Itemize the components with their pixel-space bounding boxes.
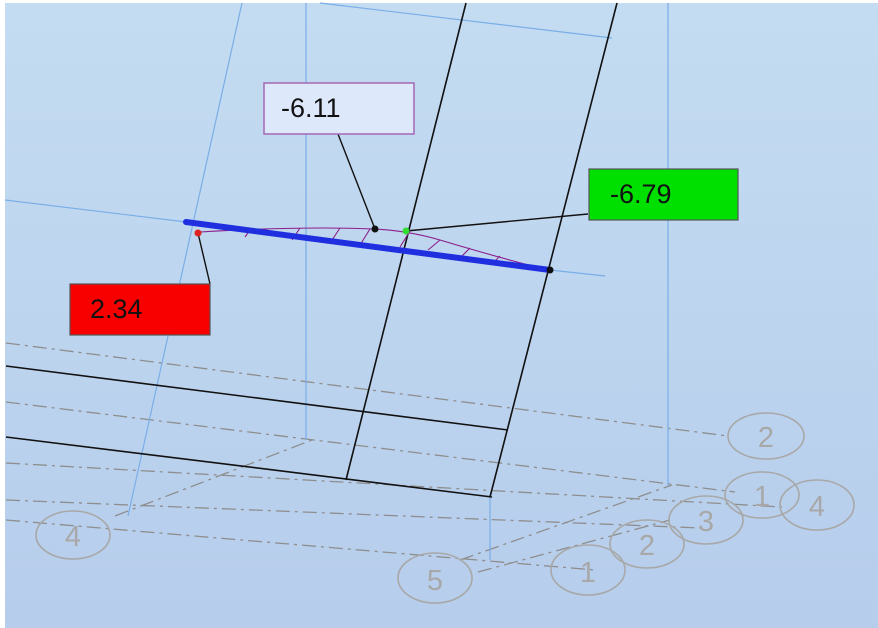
max-value-text: -6.79 [610, 179, 672, 209]
frame-members-black [5, 2, 618, 498]
hatch-line [461, 247, 471, 257]
grid-bubble-text: 1 [580, 557, 596, 589]
leader-max [405, 213, 589, 232]
hatch-line [427, 239, 441, 251]
min-value-point[interactable] [194, 229, 202, 237]
grid-axis-bubbles: 2 1 4 3 2 1 5 4 [35, 412, 855, 604]
grid-bubble-text: 2 [639, 530, 655, 562]
max-value-label[interactable]: -6.79 [588, 168, 739, 221]
max-value-point[interactable] [402, 227, 410, 235]
moment-curve [199, 227, 549, 271]
beam-end-node[interactable] [546, 266, 554, 274]
grid-bubble-text: 4 [65, 521, 81, 553]
grid-line-axis-2 [5, 342, 729, 437]
blue-floor-edge-right [549, 269, 606, 277]
leader-min [197, 232, 211, 285]
label-leaders [197, 133, 589, 285]
leader-mid [337, 133, 376, 230]
black-beam-upper [5, 365, 509, 431]
grid-bubble-text: 3 [698, 506, 714, 538]
frame-lines-blue [4, 2, 669, 560]
blue-diagonal-left [127, 2, 243, 517]
blue-top-edge [319, 2, 613, 39]
grid-bubble-text: 2 [758, 422, 774, 454]
blue-floor-edge-left [4, 199, 187, 223]
grid-bubble-3-bottom: 3 [668, 495, 744, 545]
grid-line-axis-3 [5, 499, 701, 529]
black-beam-lower [5, 436, 493, 498]
mid-value-text: -6.11 [281, 93, 341, 123]
grid-bubble-2-bottom: 2 [609, 519, 685, 569]
grid-bubble-text: 4 [809, 491, 825, 523]
black-column-right [489, 2, 618, 498]
grid-bubble-text: 5 [427, 565, 443, 597]
grid-bubble-1-bottom: 1 [550, 544, 626, 596]
grid-bubble-5-bottom: 5 [397, 552, 473, 604]
selected-beam[interactable] [183, 219, 553, 273]
min-value-label[interactable]: 2.34 [69, 283, 211, 336]
grid-bubble-4-right: 4 [779, 479, 855, 531]
hatch-line [399, 230, 411, 248]
grid-line-axis-5 [459, 484, 673, 561]
grid-line-axis-4-left [114, 439, 313, 517]
min-value-text: 2.34 [90, 294, 143, 324]
grid-bubble-2-right: 2 [727, 412, 805, 460]
grid-bubble-1-right: 1 [724, 471, 800, 519]
grid-bubble-4-left: 4 [35, 510, 111, 560]
mid-value-point[interactable] [371, 225, 379, 233]
mid-value-label[interactable]: -6.11 [263, 82, 415, 135]
grid-line-axis-bottom [477, 519, 671, 573]
grid-line-axis-lower [5, 519, 596, 571]
black-column-left [345, 2, 467, 481]
grid-bubble-text: 1 [754, 481, 770, 513]
